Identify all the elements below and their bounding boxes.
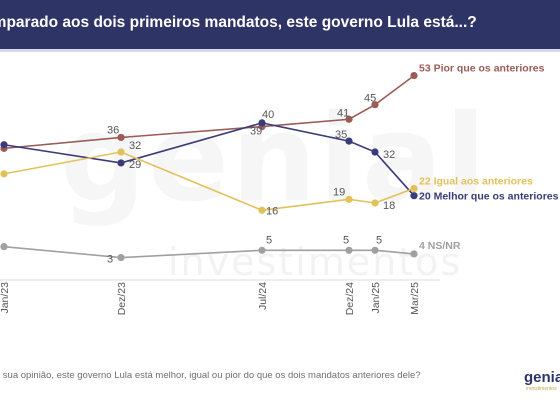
data-point-melhor-que-os-anteriores	[258, 119, 266, 127]
series-line-ns-nr	[3, 245, 415, 259]
data-point-ns-nr	[345, 246, 353, 254]
data-label-igual-aos-anteriores: 18	[383, 200, 395, 212]
data-point-igual-aos-anteriores	[410, 184, 418, 193]
data-label-melhor-que-os-anteriores: 40	[262, 109, 274, 121]
data-point-ns-nr	[0, 243, 8, 251]
data-label-melhor-que-os-anteriores: 29	[129, 159, 141, 171]
data-point-ns-nr	[258, 246, 266, 254]
data-point-igual-aos-anteriores	[258, 206, 266, 214]
x-tick-label: Mar/25	[409, 282, 421, 315]
data-point-melhor-que-os-anteriores	[0, 141, 8, 149]
data-point-igual-aos-anteriores	[0, 170, 8, 178]
data-label-pior-que-os-anteriores: 39	[250, 126, 262, 138]
chart-title: Comparado aos dois primeiros mandatos, e…	[0, 14, 477, 31]
data-label-pior-que-os-anteriores: 41	[337, 107, 349, 119]
data-point-pior-que-os-anteriores	[345, 115, 353, 123]
data-point-igual-aos-anteriores	[117, 148, 125, 156]
data-label-pior-que-os-anteriores: 36	[107, 124, 119, 136]
chart-header: Comparado aos dois primeiros mandatos, e…	[0, 0, 560, 49]
data-point-pior-que-os-anteriores	[117, 133, 125, 142]
survey-question-footnote: Na sua opinião, este governo Lula está m…	[0, 370, 421, 381]
data-label-ns-nr: 5	[343, 234, 349, 246]
x-tick-label: Dez/23	[116, 282, 128, 315]
data-label-ns-nr: 5	[266, 234, 272, 246]
data-point-melhor-que-os-anteriores	[410, 192, 418, 200]
data-point-pior-que-os-anteriores	[371, 101, 379, 109]
data-label-melhor-que-os-anteriores: 35	[335, 129, 347, 141]
data-label-igual-aos-anteriores: 32	[129, 140, 141, 152]
data-point-melhor-que-os-anteriores	[371, 148, 379, 156]
series-end-label-melhor-que-os-anteriores: 20 Melhor que os anteriores	[419, 191, 559, 203]
x-tick-label: Dez/24	[344, 282, 356, 315]
series-line-pior-que-os-anteriores	[3, 74, 415, 150]
header-divider	[0, 49, 560, 52]
data-label-ns-nr: 3	[107, 254, 113, 266]
data-point-ns-nr	[410, 250, 418, 258]
x-tick-label: Jan/25	[370, 282, 382, 314]
series-end-label-pior-que-os-anteriores: 53 Pior que os anteriores	[419, 63, 545, 75]
series-line-igual-aos-anteriores	[3, 151, 415, 212]
data-point-igual-aos-anteriores	[371, 199, 379, 207]
data-label-melhor-que-os-anteriores: 32	[383, 149, 395, 161]
logo-text: genial	[524, 369, 560, 386]
genial-logo: genial investimentos	[524, 369, 560, 399]
series-end-label-ns-nr: 4 NS/NR	[419, 240, 461, 252]
series-line-melhor-que-os-anteriores	[3, 122, 415, 197]
data-point-ns-nr	[371, 246, 379, 254]
x-tick-label: Jul/24	[257, 282, 269, 310]
data-label-igual-aos-anteriores: 16	[266, 205, 278, 217]
data-point-igual-aos-anteriores	[345, 195, 353, 203]
data-point-melhor-que-os-anteriores	[117, 159, 125, 167]
series-end-label-igual-aos-anteriores: 22 Igual aos anteriores	[419, 175, 533, 187]
data-point-melhor-que-os-anteriores	[345, 137, 353, 145]
data-point-ns-nr	[117, 253, 125, 262]
data-label-igual-aos-anteriores: 19	[333, 186, 345, 198]
logo-subtext: investimentos	[526, 386, 557, 392]
data-label-pior-que-os-anteriores: 45	[364, 93, 376, 105]
data-point-pior-que-os-anteriores	[410, 71, 418, 80]
data-label-ns-nr: 5	[376, 234, 382, 246]
x-tick-label: Jan/23	[0, 282, 11, 314]
